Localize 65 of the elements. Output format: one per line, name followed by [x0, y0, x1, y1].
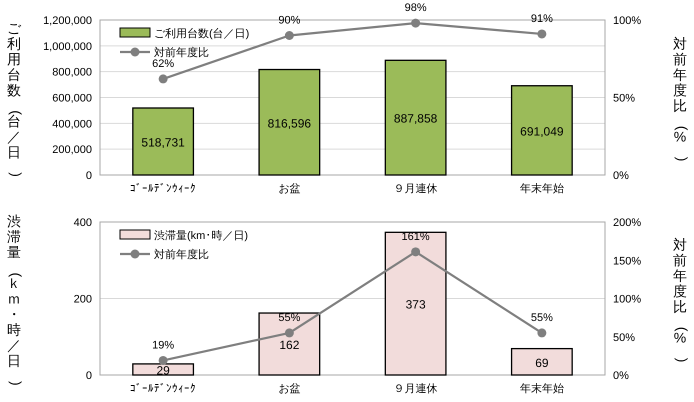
y2-tick-label: 0%	[613, 370, 630, 382]
point	[537, 29, 546, 38]
point	[411, 247, 420, 256]
data-label: 91%	[530, 12, 554, 25]
data-label: 19%	[152, 339, 174, 352]
text: ご利用台数(台／日)	[7, 20, 25, 177]
y2-tick-label: 100%	[613, 294, 642, 306]
y-tick-label: 400	[74, 217, 92, 229]
y2-tick-label: 50%	[613, 92, 636, 104]
y2-tick-label: 150%	[613, 255, 642, 268]
data-label: 98%	[404, 2, 427, 14]
y-tick-label: 1,000,000	[43, 40, 92, 53]
data-label: 518,731	[141, 136, 186, 150]
data-label: 55%	[530, 312, 554, 324]
bar	[258, 68, 320, 176]
data-label: 816,596	[268, 116, 312, 130]
y2-axis-title: 対前年度比(%)	[673, 236, 691, 362]
legend-label: 対前年度比	[154, 46, 209, 59]
data-label: 29	[156, 363, 170, 378]
x-tick-label: ９月連休	[394, 182, 438, 195]
y2-tick-label: 200%	[613, 217, 642, 229]
data-label: 161%	[402, 230, 430, 243]
y-tick-label: 200,000	[52, 144, 92, 156]
point	[537, 328, 546, 338]
legend-label: ご利用台数(台／日)	[154, 27, 250, 40]
bar	[510, 348, 573, 376]
bar	[132, 107, 194, 176]
legend-label: 渋滞量(km･時／日)	[154, 229, 248, 242]
data-label: 69	[535, 356, 549, 370]
y-tick-label: 200	[74, 294, 92, 306]
y2-tick-label: 50%	[613, 332, 636, 344]
x-tick-label: ９月連休	[394, 382, 438, 395]
legend-label: 対前年度比	[154, 248, 209, 261]
bar	[510, 85, 573, 176]
bar	[384, 232, 447, 376]
point	[158, 74, 168, 84]
data-label: 90%	[278, 14, 301, 26]
x-tick-label: ｺﾞｰﾙﾃﾞﾝｳｨｰｸ	[130, 382, 196, 395]
y2-tick-label: 100%	[613, 15, 642, 27]
point	[158, 356, 168, 365]
data-label: 691,049	[520, 124, 564, 138]
point	[284, 328, 294, 338]
data-label: 162	[279, 338, 300, 352]
y2-tick-label: 0%	[613, 170, 630, 182]
x-tick-label: 年末年始	[520, 182, 564, 195]
point	[411, 18, 420, 28]
data-label: 62%	[152, 58, 174, 70]
x-tick-label: お盆	[278, 183, 300, 195]
data-label: 373	[406, 298, 426, 312]
x-tick-label: お盆	[278, 383, 300, 395]
y-tick-label: 1,200,000	[43, 15, 92, 27]
y-tick-label: 0	[86, 370, 92, 382]
data-label: 55%	[278, 312, 301, 324]
x-tick-label: ｺﾞｰﾙﾃﾞﾝｳｨｰｸ	[130, 182, 196, 195]
bar	[384, 60, 447, 176]
y-tick-label: 800,000	[52, 66, 92, 79]
y-tick-label: 600,000	[52, 92, 92, 104]
text: 渋滞量(ｋｍ・時／日)	[7, 213, 25, 386]
data-label: 887,858	[394, 112, 438, 126]
y-tick-label: 400,000	[52, 118, 92, 130]
y2-axis-title: 対前年度比(%)	[673, 35, 691, 162]
point	[284, 31, 294, 40]
bar	[258, 312, 320, 376]
y-tick-label: 0	[86, 170, 92, 182]
x-tick-label: 年末年始	[520, 382, 564, 395]
